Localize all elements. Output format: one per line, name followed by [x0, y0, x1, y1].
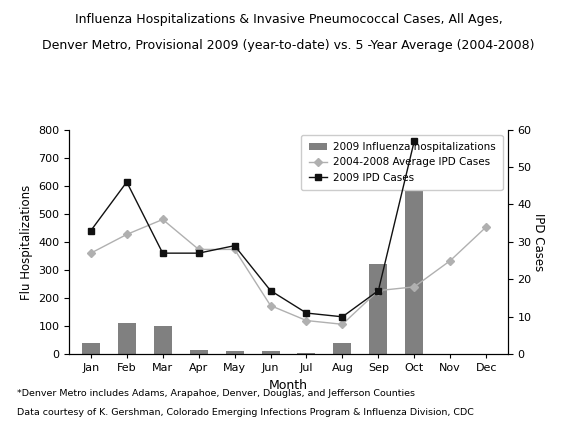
- Legend: 2009 Influenza hospitalizations, 2004-2008 Average IPD Cases, 2009 IPD Cases: 2009 Influenza hospitalizations, 2004-20…: [301, 135, 503, 190]
- X-axis label: Month: Month: [269, 379, 308, 392]
- Text: Denver Metro, Provisional 2009 (year-to-date) vs. 5 -Year Average (2004-2008): Denver Metro, Provisional 2009 (year-to-…: [42, 39, 535, 52]
- Bar: [190, 350, 208, 354]
- Text: Influenza Hospitalizations & Invasive Pneumococcal Cases, All Ages,: Influenza Hospitalizations & Invasive Pn…: [74, 13, 503, 26]
- Text: *Denver Metro includes Adams, Arapahoe, Denver, Douglas, and Jefferson Counties: *Denver Metro includes Adams, Arapahoe, …: [17, 389, 415, 398]
- Bar: [226, 352, 243, 354]
- Bar: [334, 343, 351, 354]
- Bar: [369, 264, 387, 354]
- Bar: [405, 166, 424, 354]
- Bar: [118, 323, 136, 354]
- Text: Data courtesy of K. Gershman, Colorado Emerging Infections Program & Influenza D: Data courtesy of K. Gershman, Colorado E…: [17, 408, 474, 417]
- Y-axis label: Flu Hospitalizations: Flu Hospitalizations: [20, 184, 33, 299]
- Y-axis label: IPD Cases: IPD Cases: [533, 213, 545, 271]
- Bar: [153, 326, 172, 354]
- Bar: [82, 343, 100, 354]
- Bar: [298, 353, 316, 354]
- Bar: [261, 352, 279, 354]
